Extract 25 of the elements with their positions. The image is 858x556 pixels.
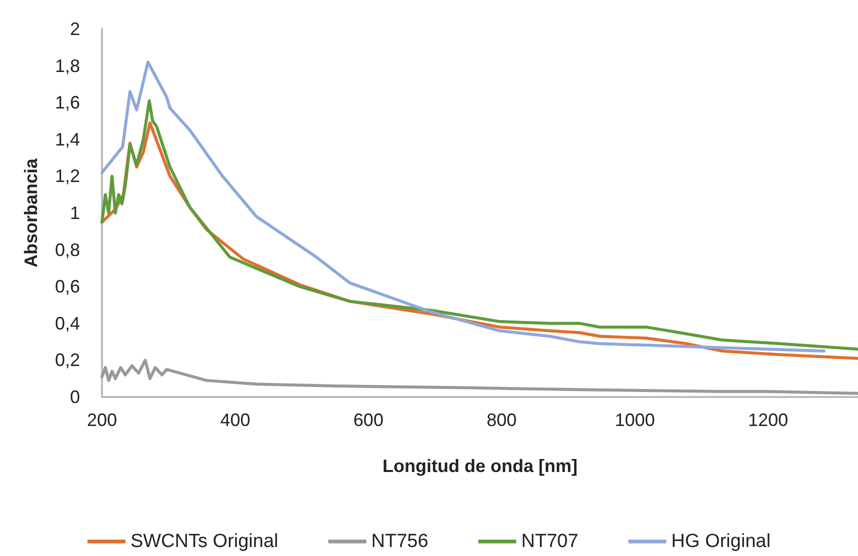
x-tick-label: 400 — [220, 410, 250, 430]
y-tick-label: 0 — [70, 387, 80, 407]
legend-label: SWCNTs Original — [130, 531, 278, 552]
x-tick-label: 200 — [86, 410, 118, 430]
y-tick-label: 2 — [70, 19, 80, 39]
legend-label: NT707 — [521, 531, 578, 552]
x-tick-label: 1000 — [614, 410, 655, 430]
y-tick-label: 0,2 — [54, 350, 80, 370]
y-tick-label: 0,4 — [54, 313, 80, 334]
legend-label: HG Original — [671, 531, 771, 552]
legend-label: NT756 — [371, 531, 428, 552]
x-tick-label: 1200 — [748, 410, 788, 430]
y-tick-label: 0,8 — [54, 240, 80, 260]
x-axis-title: Longitud de onda [nm] — [382, 456, 578, 476]
x-tick-label: 800 — [486, 410, 517, 430]
line-series — [100, 358, 858, 395]
x-tick-label: 600 — [353, 410, 384, 430]
y-tick-label: 1,2 — [54, 166, 80, 186]
y-tick-label: 0,6 — [54, 276, 80, 297]
y-tick-label: 1,6 — [54, 92, 80, 113]
line-series — [100, 60, 826, 352]
y-tick-label: 1,4 — [54, 129, 80, 150]
y-tick-label: 1 — [70, 203, 80, 223]
y-axis-title: Absorbancia — [21, 158, 41, 268]
y-tick-label: 1,8 — [54, 56, 80, 76]
